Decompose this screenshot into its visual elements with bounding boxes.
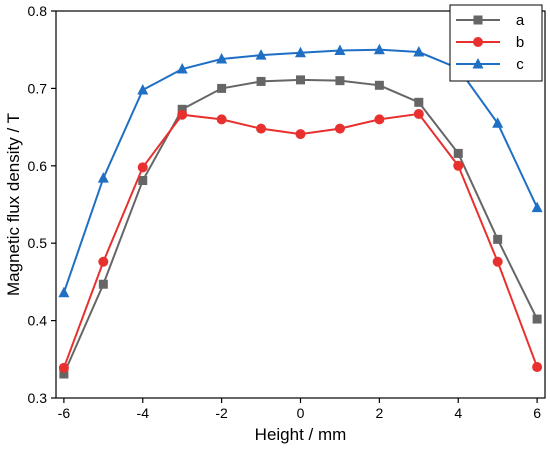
series-line-a [62,78,539,375]
data-point-a [59,369,69,379]
legend-label: c [516,56,524,73]
legend-marker [472,58,484,69]
x-tick-label: 0 [297,405,305,421]
y-tick-label: 0.8 [28,3,48,19]
data-point-b [492,256,503,267]
data-point-a [414,97,424,107]
legend-marker [473,37,483,47]
data-point-c [176,63,188,74]
y-tick-label: 0.6 [28,158,48,174]
data-point-c [216,52,228,64]
data-point-b [374,114,385,125]
x-tick-label: 2 [375,405,383,421]
data-point-b [177,109,188,120]
legend-label: a [516,12,525,29]
data-point-a [98,279,108,289]
data-point-b [532,362,543,373]
data-point-a [296,75,305,85]
legend-marker [473,15,483,25]
data-point-c [295,46,306,58]
data-point-b [216,114,227,125]
data-point-c [137,83,149,95]
data-point-b [256,123,267,134]
series-layer [58,43,543,379]
y-tick-label: 0.5 [28,235,48,251]
data-point-c [531,201,543,213]
data-point-c [492,117,504,128]
data-point-b [58,362,69,373]
data-point-b [453,160,464,171]
data-point-c [413,46,425,57]
y-tick-label: 0.7 [28,80,48,96]
data-point-c [373,43,385,55]
ticks-layer: -6 -4 -2 0 2 4 6 0.3 0.4 0.5 0.6 0.7 0.8 [28,3,542,421]
data-point-a [493,234,503,244]
data-point-c [334,44,346,55]
x-tick-label: 6 [533,405,541,421]
data-point-b [98,256,109,267]
data-point-a [374,80,384,90]
x-tick-label: -4 [137,405,150,421]
data-point-c [255,49,267,60]
legend-item-a: a [456,12,525,29]
data-point-c [97,172,109,183]
data-point-b [334,123,345,134]
data-point-a [217,83,227,93]
data-point-a [532,314,542,324]
y-tick-label: 0.4 [28,313,48,329]
x-tick-label: -2 [215,405,228,421]
series-b [58,108,543,373]
data-point-a [177,104,187,114]
data-point-a [256,76,266,86]
data-point-a [453,148,463,158]
y-axis-title: Magnetic flux density / T [4,113,23,296]
data-point-b [413,108,424,119]
legend: abc [449,4,543,82]
legend-item-c: c [456,56,524,73]
data-point-a [335,76,345,86]
data-point-b [295,129,306,140]
x-axis-title: Height / mm [255,425,347,444]
y-tick-label: 0.3 [28,390,48,406]
data-point-c [58,286,70,298]
data-point-a [138,176,148,186]
data-point-b [137,162,148,173]
legend-item-b: b [456,34,524,51]
series-line-b [62,112,539,369]
x-tick-label: -6 [58,405,71,421]
legend-label: b [516,34,524,51]
x-tick-label: 4 [454,405,462,421]
series-a [59,75,542,379]
